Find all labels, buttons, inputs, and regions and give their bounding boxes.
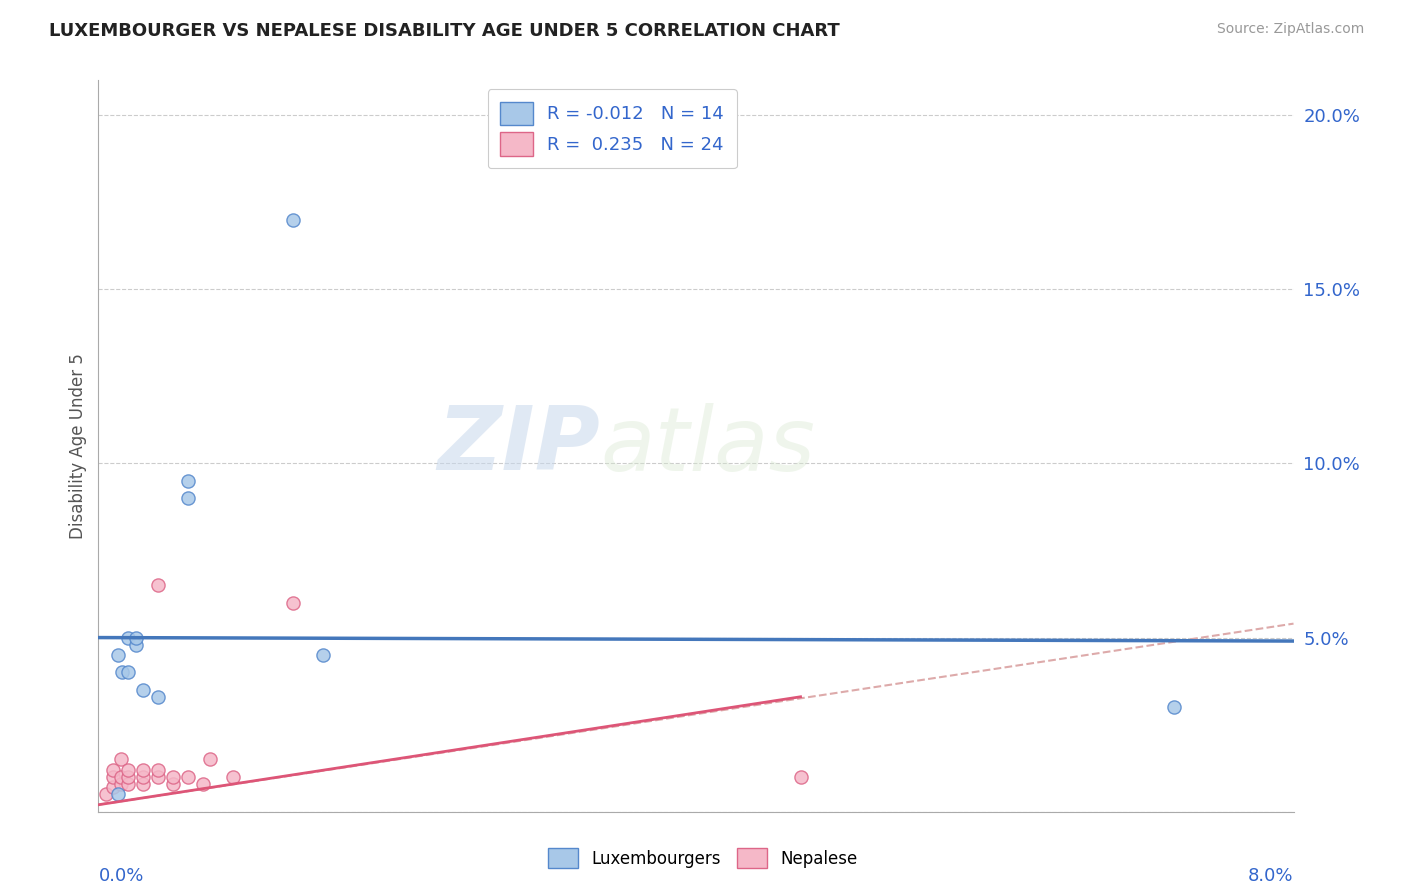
Point — [117, 763, 139, 777]
Point — [162, 777, 184, 791]
Text: LUXEMBOURGER VS NEPALESE DISABILITY AGE UNDER 5 CORRELATION CHART: LUXEMBOURGER VS NEPALESE DISABILITY AGE … — [49, 22, 839, 40]
Point — [177, 770, 200, 784]
Point — [162, 770, 184, 784]
Point — [148, 690, 170, 704]
Text: 8.0%: 8.0% — [1249, 867, 1294, 886]
Text: 0.0%: 0.0% — [98, 867, 143, 886]
Point — [103, 770, 125, 784]
Point — [117, 631, 139, 645]
Point — [117, 665, 139, 680]
Text: ZIP: ZIP — [437, 402, 600, 490]
Point — [132, 770, 155, 784]
Point — [132, 763, 155, 777]
Point — [103, 763, 125, 777]
Point — [111, 665, 134, 680]
Text: Source: ZipAtlas.com: Source: ZipAtlas.com — [1216, 22, 1364, 37]
Point — [148, 770, 170, 784]
Point — [132, 682, 155, 697]
Point — [110, 777, 132, 791]
Point — [311, 648, 333, 662]
Point — [125, 631, 148, 645]
Point — [177, 474, 200, 488]
Point — [110, 770, 132, 784]
Point — [110, 752, 132, 766]
Point — [222, 770, 245, 784]
Point — [103, 780, 125, 795]
Point — [177, 491, 200, 506]
Point — [117, 770, 139, 784]
Point — [191, 777, 214, 791]
Text: atlas: atlas — [600, 403, 815, 489]
Point — [117, 777, 139, 791]
Point — [200, 752, 222, 766]
Point — [94, 787, 117, 801]
Point — [281, 212, 304, 227]
Point — [281, 596, 304, 610]
Point — [1163, 700, 1185, 714]
Legend: Luxembourgers, Nepalese: Luxembourgers, Nepalese — [540, 839, 866, 877]
Point — [148, 578, 170, 592]
Point — [107, 787, 129, 801]
Point — [107, 648, 129, 662]
Point — [132, 777, 155, 791]
Point — [125, 638, 148, 652]
Point — [148, 763, 170, 777]
Y-axis label: Disability Age Under 5: Disability Age Under 5 — [69, 353, 87, 539]
Point — [789, 770, 811, 784]
Legend: R = -0.012   N = 14, R =  0.235   N = 24: R = -0.012 N = 14, R = 0.235 N = 24 — [488, 89, 737, 169]
